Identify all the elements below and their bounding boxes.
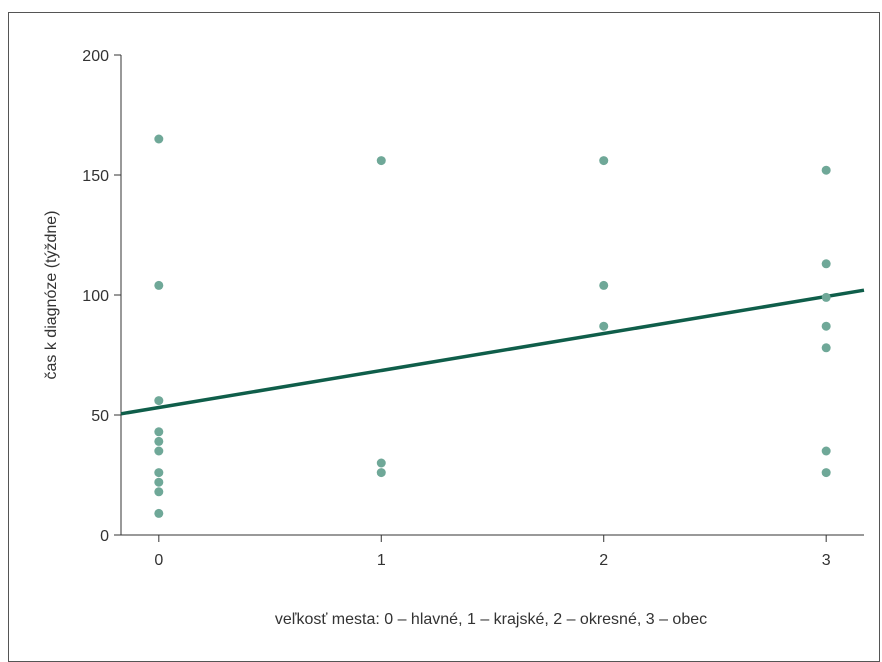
y-tick-label: 150: [82, 168, 109, 185]
data-point: [821, 321, 831, 331]
data-point: [376, 458, 386, 468]
data-point: [154, 280, 164, 290]
data-point: [154, 487, 164, 497]
data-point: [376, 468, 386, 478]
y-tick-label: 100: [82, 288, 109, 305]
trendline-layer: [120, 288, 865, 416]
scatter-chart: 0 50 100 150 200 0 1 2 3 veľkosť mesta: 0 – hlav…: [43, 48, 865, 628]
data-point: [154, 396, 164, 406]
data-point: [154, 468, 164, 478]
data-point: [821, 292, 831, 302]
y-tick-label: 0: [100, 528, 109, 545]
y-axis-title: čas k diagnóze (týždne): [43, 211, 60, 380]
data-point: [599, 156, 609, 166]
x-tick-label: 3: [822, 552, 831, 569]
data-point: [599, 321, 609, 331]
points-layer: [154, 134, 831, 518]
axes: 0 50 100 150 200 0 1 2 3: [82, 48, 864, 569]
x-tick-label: 0: [154, 552, 163, 569]
y-tick-label: 200: [82, 48, 109, 65]
x-axis-title: veľkosť mesta: 0 – hlavné, 1 – krajské, …: [275, 611, 707, 628]
y-tick-label: 50: [91, 408, 109, 425]
data-point: [154, 446, 164, 456]
x-tick-label: 1: [377, 552, 386, 569]
chart-frame: [8, 12, 880, 662]
data-point: [376, 156, 386, 166]
data-point: [154, 436, 164, 446]
data-point: [821, 259, 831, 269]
data-point: [154, 508, 164, 518]
data-point: [821, 468, 831, 478]
data-point: [599, 280, 609, 290]
data-point: [154, 427, 164, 437]
data-point: [821, 446, 831, 456]
regression-trendline: [120, 288, 865, 416]
data-point: [154, 477, 164, 487]
data-point: [154, 134, 164, 144]
data-point: [821, 165, 831, 175]
data-point: [821, 343, 831, 353]
x-tick-label: 2: [599, 552, 608, 569]
